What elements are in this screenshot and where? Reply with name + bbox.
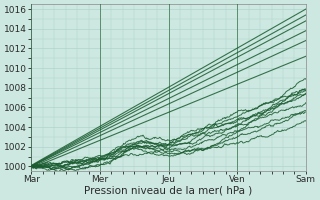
X-axis label: Pression niveau de la mer( hPa ): Pression niveau de la mer( hPa ) [84,186,253,196]
